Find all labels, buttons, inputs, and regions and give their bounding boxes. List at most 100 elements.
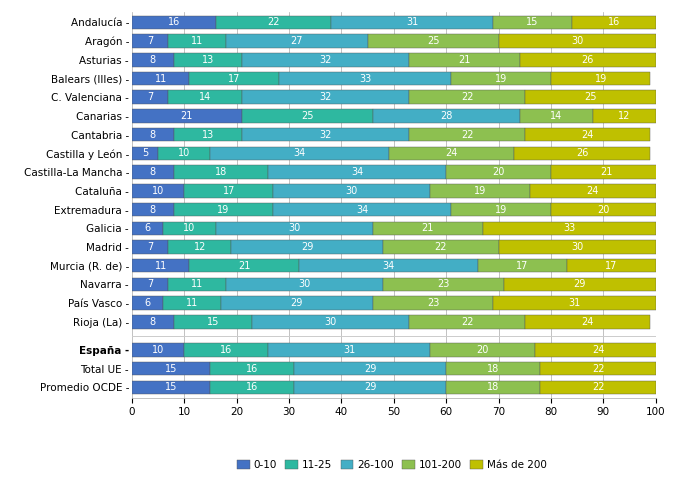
Bar — [158, 147, 210, 160]
Text: 30: 30 — [324, 317, 337, 327]
Text: 29: 29 — [364, 363, 377, 374]
Text: 21: 21 — [238, 261, 251, 271]
Text: 34: 34 — [293, 148, 306, 159]
Bar — [452, 72, 551, 85]
Text: 30: 30 — [571, 36, 583, 46]
Text: 10: 10 — [152, 345, 164, 355]
Bar — [446, 362, 541, 375]
Text: 28: 28 — [440, 111, 452, 121]
Bar — [499, 240, 656, 254]
Bar — [132, 34, 168, 48]
Text: 8: 8 — [149, 204, 156, 214]
Text: 30: 30 — [571, 242, 583, 252]
Text: 21: 21 — [422, 223, 434, 233]
Text: 10: 10 — [183, 223, 195, 233]
Text: 30: 30 — [345, 186, 358, 196]
Text: 14: 14 — [199, 92, 212, 102]
Text: 15: 15 — [165, 382, 177, 392]
Text: 22: 22 — [435, 242, 447, 252]
Bar — [504, 278, 656, 291]
Text: 17: 17 — [605, 261, 617, 271]
Bar — [268, 165, 446, 179]
Text: 24: 24 — [587, 186, 599, 196]
Bar — [168, 240, 231, 254]
Bar — [168, 91, 242, 104]
Bar — [525, 91, 656, 104]
Bar — [174, 315, 252, 329]
Bar — [184, 343, 268, 357]
Text: 22: 22 — [267, 17, 279, 27]
Bar — [514, 147, 650, 160]
Bar — [174, 165, 268, 179]
Text: 17: 17 — [228, 73, 240, 83]
Bar — [493, 296, 656, 310]
Text: 34: 34 — [383, 261, 395, 271]
Text: 31: 31 — [406, 17, 418, 27]
Bar — [216, 222, 373, 235]
Bar — [525, 315, 650, 329]
Bar — [164, 222, 216, 235]
Bar — [446, 381, 541, 394]
Bar — [189, 72, 279, 85]
Text: 15: 15 — [527, 17, 539, 27]
Bar — [541, 381, 656, 394]
Bar — [446, 165, 551, 179]
Bar — [431, 343, 535, 357]
Text: 24: 24 — [445, 148, 458, 159]
Text: 24: 24 — [581, 130, 594, 140]
Text: 26: 26 — [576, 148, 589, 159]
Text: 20: 20 — [492, 167, 505, 177]
Text: 10: 10 — [178, 148, 191, 159]
Bar — [210, 147, 389, 160]
Text: 7: 7 — [147, 280, 153, 289]
Bar — [331, 15, 493, 29]
Text: 6: 6 — [145, 223, 151, 233]
Bar — [132, 343, 184, 357]
Bar — [132, 381, 210, 394]
Text: 8: 8 — [149, 130, 156, 140]
Text: 7: 7 — [147, 92, 153, 102]
Bar — [410, 315, 525, 329]
Bar — [242, 91, 410, 104]
Bar — [593, 109, 656, 123]
Text: 13: 13 — [201, 55, 214, 65]
Bar — [483, 222, 656, 235]
Bar — [132, 128, 174, 141]
Bar — [132, 278, 168, 291]
Text: 14: 14 — [550, 111, 562, 121]
Text: 11: 11 — [155, 73, 167, 83]
Text: 31: 31 — [343, 345, 356, 355]
Bar — [242, 109, 373, 123]
Bar — [477, 259, 566, 272]
Text: 8: 8 — [149, 317, 156, 327]
Text: 24: 24 — [592, 345, 604, 355]
Bar — [174, 128, 242, 141]
Text: 29: 29 — [301, 242, 314, 252]
Bar — [132, 72, 189, 85]
Text: 21: 21 — [600, 167, 612, 177]
Text: 15: 15 — [165, 363, 177, 374]
Text: 11: 11 — [186, 298, 198, 308]
Bar — [551, 165, 661, 179]
Bar — [389, 147, 514, 160]
Bar — [132, 184, 184, 198]
Text: 7: 7 — [147, 36, 153, 46]
Bar — [551, 72, 650, 85]
Text: 13: 13 — [201, 130, 214, 140]
Bar — [383, 240, 499, 254]
Bar — [499, 34, 656, 48]
Text: 30: 30 — [299, 280, 311, 289]
Bar — [132, 203, 174, 216]
Text: 6: 6 — [145, 298, 151, 308]
Bar — [373, 222, 483, 235]
Bar — [132, 109, 242, 123]
Bar — [273, 203, 452, 216]
Text: 20: 20 — [477, 345, 489, 355]
Bar — [221, 296, 373, 310]
Text: 25: 25 — [584, 92, 596, 102]
Text: 32: 32 — [320, 92, 332, 102]
Text: 24: 24 — [581, 317, 594, 327]
Bar — [132, 296, 164, 310]
Text: 19: 19 — [218, 204, 230, 214]
Text: 16: 16 — [220, 345, 233, 355]
